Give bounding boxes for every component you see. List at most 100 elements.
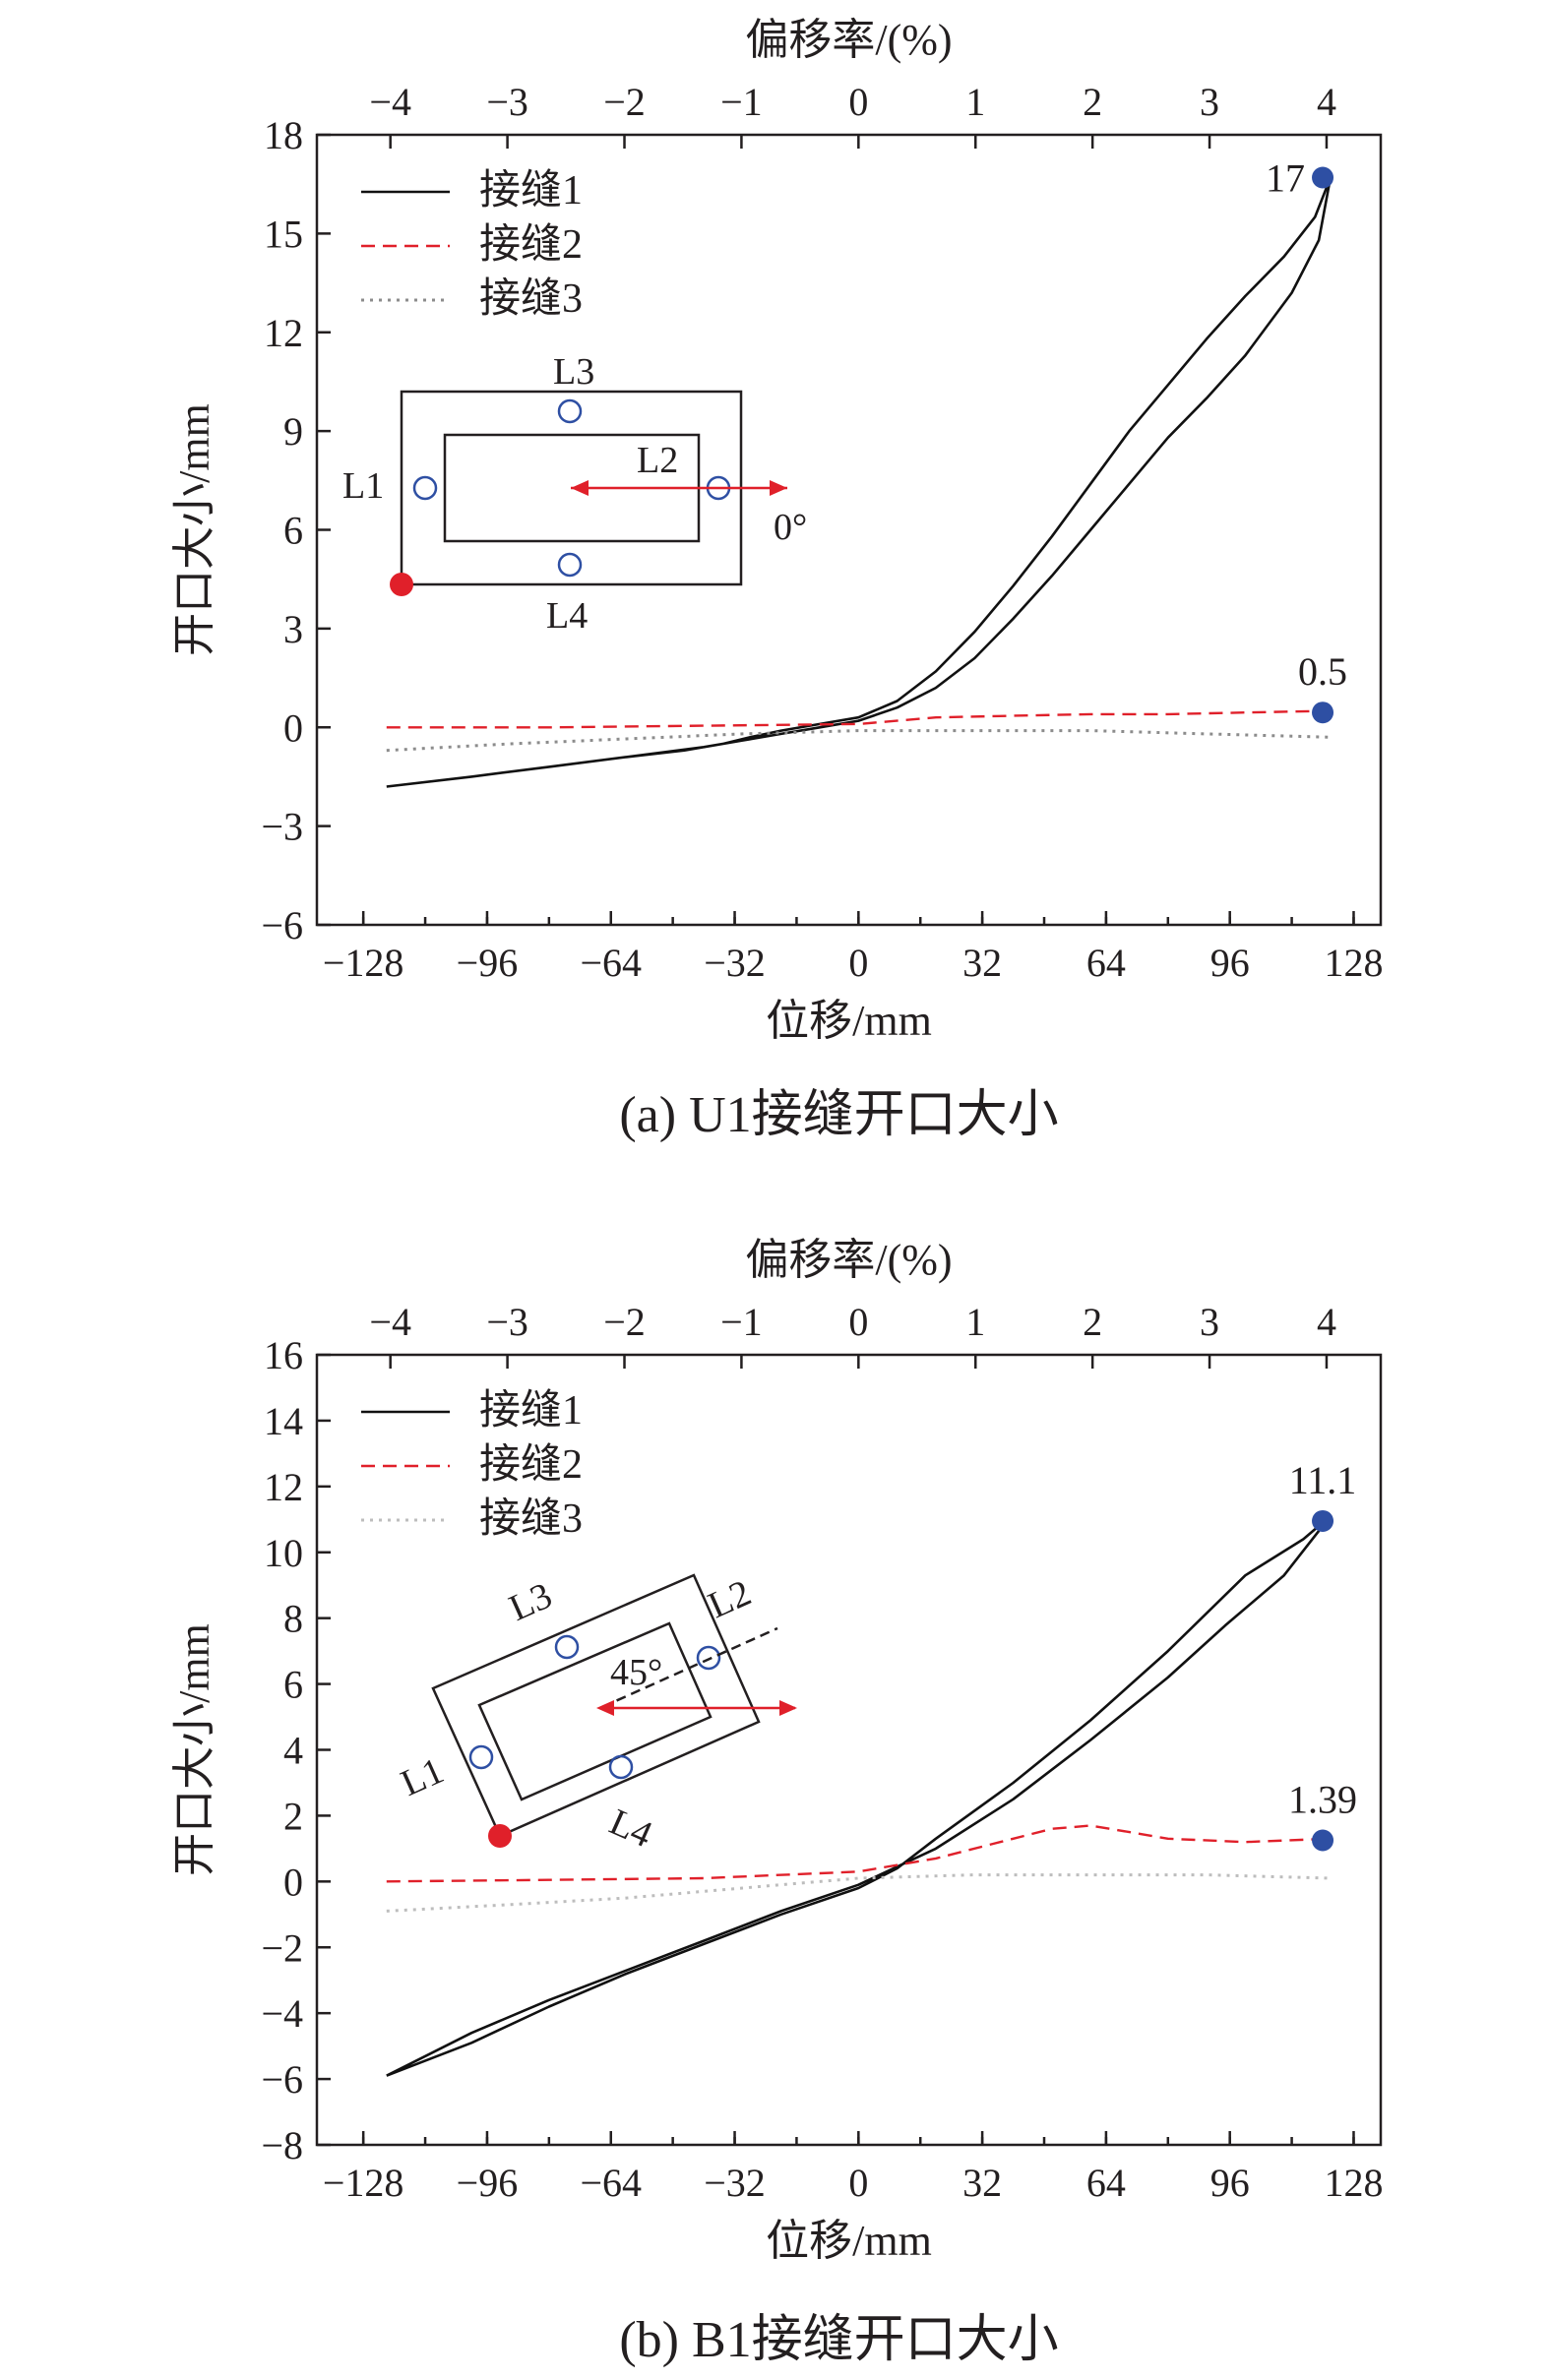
peak-label: 1.39 <box>1288 1778 1357 1822</box>
gauge-label-l1: L1 <box>395 1750 450 1805</box>
y-tick-label: 12 <box>264 1465 303 1509</box>
arrow-head-right <box>770 480 787 496</box>
y-tick-label: −2 <box>261 1925 303 1970</box>
gauge-label-l4: L4 <box>546 595 588 637</box>
gauge-label-l2: L2 <box>703 1572 758 1627</box>
top-tick-label: 0 <box>848 80 868 124</box>
top-tick-label: −4 <box>369 1300 411 1344</box>
gauge-circle <box>557 552 583 578</box>
top-tick-label: −4 <box>369 80 411 124</box>
x-tick-label: 128 <box>1324 941 1383 985</box>
x-tick-label: −64 <box>580 941 642 985</box>
peak-marker <box>1312 702 1334 724</box>
x-tick-label: 0 <box>848 2161 868 2205</box>
chart-panel-b: −128 −96 −64 −32 0 32 64 96 128−8−6−4−2024681012… <box>170 1236 1383 2368</box>
y-tick-label: 0 <box>283 1860 303 1904</box>
gauge-circle <box>554 1634 580 1660</box>
x-axis-title: 位移/mm <box>766 2217 932 2265</box>
legend-label: 接缝3 <box>479 1496 583 1542</box>
series-line-joint-3 <box>386 729 1331 753</box>
x-tick-label: −96 <box>457 941 519 985</box>
x-tick-label: −32 <box>704 941 766 985</box>
panel-caption: (b) B1接缝开口大小 <box>619 2312 1058 2368</box>
inner-section <box>477 1621 713 1801</box>
x-tick-label: −64 <box>580 2161 642 2205</box>
gauge-circle <box>696 1645 721 1671</box>
top-tick-label: 2 <box>1083 1300 1102 1344</box>
peak-marker <box>1312 1829 1334 1852</box>
top-tick-label: 3 <box>1200 80 1219 124</box>
peak-marker <box>1312 1509 1334 1532</box>
top-tick-label: 1 <box>965 80 985 124</box>
top-tick-label: −1 <box>720 1300 763 1344</box>
y-tick-label: 9 <box>283 409 303 454</box>
x-axis-title: 位移/mm <box>766 997 932 1045</box>
load-angle-label: 45° <box>610 1652 662 1693</box>
y-tick-label: 6 <box>283 509 303 553</box>
y-tick-label: −6 <box>261 2057 303 2102</box>
top-tick-label: −2 <box>603 1300 646 1344</box>
load-angle-label: 0° <box>774 507 807 548</box>
x-tick-label: 64 <box>1086 941 1126 985</box>
peak-marker <box>1312 166 1334 189</box>
y-axis-title: 开口大小/mm <box>170 403 218 656</box>
legend-label: 接缝2 <box>479 222 583 268</box>
x-tick-label: 32 <box>962 941 1002 985</box>
inset-diagram: L3 L1 L2 L4 0° <box>342 351 807 637</box>
top-axis-title: 偏移率/(%) <box>745 16 952 64</box>
series-line-joint-2 <box>386 709 1331 729</box>
gauge-label-l3: L3 <box>503 1575 558 1630</box>
gauge-circle <box>468 1744 494 1770</box>
x-tick-label: −96 <box>457 2161 519 2205</box>
legend-label: 接缝1 <box>479 168 583 214</box>
series-line-joint-2 <box>386 1824 1331 1883</box>
gauge-label-l2: L2 <box>637 440 678 481</box>
x-tick-label: −128 <box>323 941 404 985</box>
x-tick-label: 96 <box>1210 941 1250 985</box>
legend-label: 接缝1 <box>479 1388 583 1434</box>
y-tick-label: 8 <box>283 1597 303 1641</box>
y-tick-label: −6 <box>261 903 303 947</box>
y-tick-label: 2 <box>283 1794 303 1838</box>
x-tick-label: 128 <box>1324 2161 1383 2205</box>
diagonal-line <box>601 1626 778 1709</box>
y-tick-label: 12 <box>264 311 303 355</box>
y-tick-label: 18 <box>264 113 303 157</box>
plot-frame <box>315 1353 1383 2147</box>
plot-frame <box>315 133 1383 927</box>
top-tick-label: 0 <box>848 1300 868 1344</box>
top-tick-label: −3 <box>486 1300 528 1344</box>
y-tick-label: 0 <box>283 705 303 750</box>
x-tick-label: 96 <box>1210 2161 1250 2205</box>
x-tick-label: −32 <box>704 2161 766 2205</box>
gauge-label-l4: L4 <box>603 1801 658 1857</box>
top-tick-label: −1 <box>720 80 763 124</box>
top-tick-label: 4 <box>1317 80 1336 124</box>
corner-marker <box>488 1824 512 1848</box>
panel-caption: (a) U1接缝开口大小 <box>619 1087 1058 1143</box>
y-tick-label: −3 <box>261 805 303 849</box>
inset-diagram: L3 L1 L2 L4 45° <box>395 1572 797 1856</box>
chart-panel-a: −128 −96 −64 −32 0 32 64 96 128 −6 −3 0 3 6 9 12 15 18 −4 −… <box>170 16 1383 1143</box>
series-line-joint-1 <box>386 176 1333 788</box>
top-tick-label: 4 <box>1317 1300 1336 1344</box>
top-tick-label: −2 <box>603 80 646 124</box>
y-tick-label: 15 <box>264 212 303 256</box>
gauge-circle <box>557 398 583 424</box>
y-tick-label: 6 <box>283 1663 303 1707</box>
y-tick-label: −8 <box>261 2123 303 2167</box>
peak-label: 11.1 <box>1289 1458 1357 1502</box>
x-tick-label: −128 <box>323 2161 404 2205</box>
y-tick-label: 4 <box>283 1729 303 1773</box>
legend-label: 接缝3 <box>479 276 583 322</box>
y-axis-title: 开口大小/mm <box>170 1623 218 1876</box>
top-tick-label: 1 <box>965 1300 985 1344</box>
gauge-circle <box>608 1754 634 1780</box>
legend-label: 接缝2 <box>479 1442 583 1488</box>
gauge-label-l3: L3 <box>553 351 594 393</box>
peak-label: 0.5 <box>1298 649 1347 694</box>
outer-section <box>431 1573 761 1838</box>
arrow-head-left <box>571 480 589 496</box>
x-tick-label: 64 <box>1086 2161 1126 2205</box>
